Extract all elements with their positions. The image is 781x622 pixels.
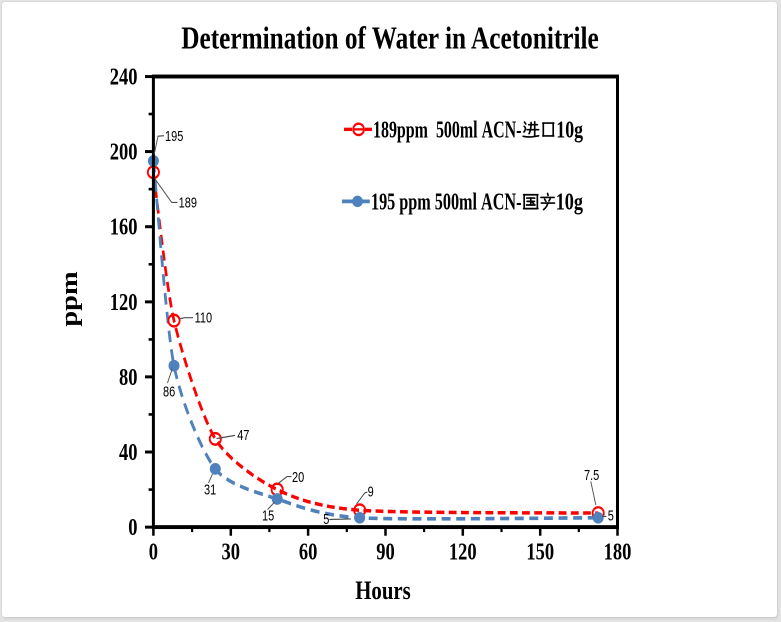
svg-text:189ppm 500ml ACN-: 189ppm 500ml ACN- bbox=[373, 116, 522, 143]
svg-text:5: 5 bbox=[608, 507, 614, 524]
svg-text:86: 86 bbox=[163, 383, 175, 400]
svg-text:5: 5 bbox=[323, 510, 329, 527]
svg-text:7.5: 7.5 bbox=[584, 467, 599, 484]
svg-text:31: 31 bbox=[204, 481, 216, 498]
svg-text:150: 150 bbox=[526, 538, 554, 565]
svg-text:ppm: ppm bbox=[56, 271, 83, 326]
svg-text:9: 9 bbox=[368, 483, 374, 500]
svg-text:120: 120 bbox=[110, 288, 138, 315]
svg-text:Determination of Water in Acet: Determination of Water in Acetonitrile bbox=[181, 22, 599, 57]
svg-text:20: 20 bbox=[292, 468, 304, 485]
svg-text:47: 47 bbox=[237, 426, 249, 443]
svg-text:10g: 10g bbox=[556, 116, 583, 143]
svg-text:0: 0 bbox=[149, 538, 158, 565]
svg-text:40: 40 bbox=[119, 439, 137, 466]
svg-text:10g: 10g bbox=[556, 188, 584, 215]
svg-text:90: 90 bbox=[376, 538, 394, 565]
svg-text:110: 110 bbox=[195, 309, 213, 326]
svg-text:195: 195 bbox=[165, 127, 183, 144]
svg-text:180: 180 bbox=[604, 538, 632, 565]
svg-text:15: 15 bbox=[262, 507, 274, 524]
svg-text:Hours: Hours bbox=[355, 577, 411, 606]
svg-text:189: 189 bbox=[179, 194, 197, 211]
svg-text:195 ppm 500ml ACN-: 195 ppm 500ml ACN- bbox=[371, 188, 522, 215]
svg-text:80: 80 bbox=[119, 364, 137, 391]
svg-text:30: 30 bbox=[222, 538, 240, 565]
svg-text:200: 200 bbox=[110, 138, 138, 165]
svg-text:0: 0 bbox=[128, 514, 137, 541]
svg-text:160: 160 bbox=[110, 213, 138, 240]
svg-text:240: 240 bbox=[110, 63, 138, 90]
svg-text:60: 60 bbox=[299, 538, 317, 565]
svg-text:120: 120 bbox=[449, 538, 477, 565]
